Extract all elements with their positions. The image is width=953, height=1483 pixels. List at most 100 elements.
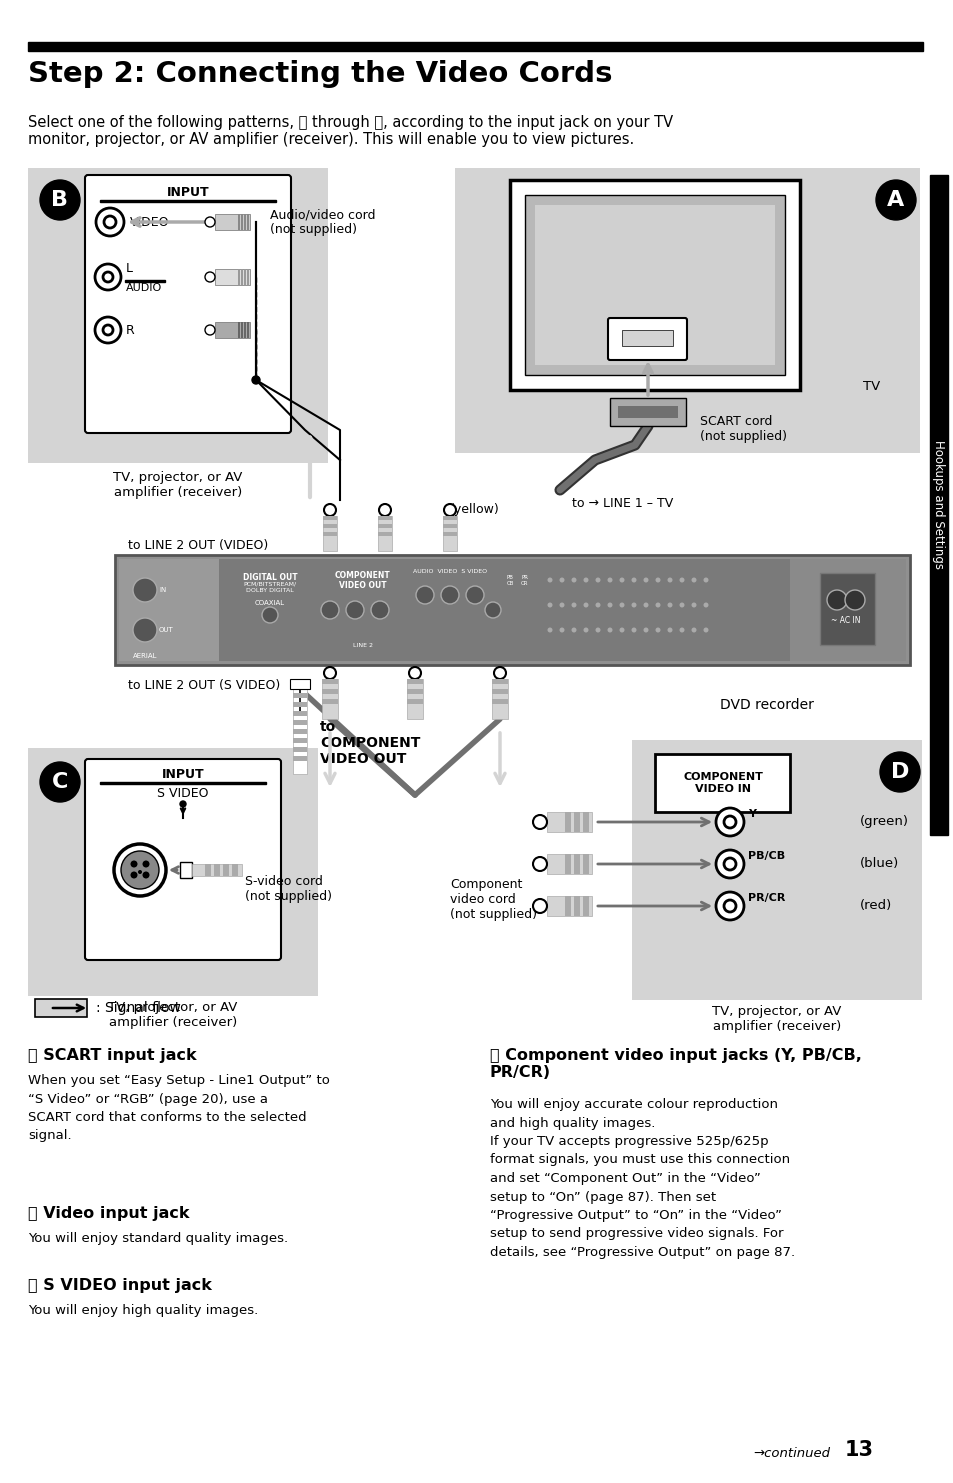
Text: PB/CB: PB/CB [747,851,784,862]
Circle shape [547,627,552,633]
Bar [290,679,310,690]
Bar [492,690,507,694]
Text: 13: 13 [844,1440,873,1459]
Text: Ⓐ SCART input jack: Ⓐ SCART input jack [28,1048,196,1063]
Bar [492,698,507,704]
Text: B: B [51,190,69,211]
Text: Select one of the following patterns, Ⓐ through ⓓ, according to the input jack o: Select one of the following patterns, Ⓐ … [28,116,673,147]
Bar [631,740,921,1000]
Circle shape [571,627,576,633]
Circle shape [723,816,735,828]
Circle shape [826,590,846,610]
Text: PR/CR: PR/CR [747,893,784,903]
Circle shape [702,602,708,608]
Bar [323,532,336,535]
Bar [546,854,592,873]
Text: IN: IN [159,587,166,593]
Circle shape [607,602,612,608]
Bar [232,865,237,876]
Circle shape [655,577,659,583]
Bar [100,782,266,783]
Circle shape [378,504,391,516]
Text: AUDIO  VIDEO  S VIDEO: AUDIO VIDEO S VIDEO [413,569,487,574]
Bar [205,865,211,876]
Bar [323,516,336,552]
Bar [546,813,592,832]
Text: AUDIO: AUDIO [126,283,162,294]
Circle shape [631,627,636,633]
Circle shape [132,578,157,602]
Bar [293,690,307,774]
Text: S-video cord
(not supplied): S-video cord (not supplied) [245,875,332,903]
Text: OUT: OUT [159,627,173,633]
Bar [407,679,422,684]
Circle shape [558,602,564,608]
Bar [100,200,275,202]
Circle shape [96,208,124,236]
Text: : Signal flow: : Signal flow [96,1001,181,1014]
Circle shape [142,872,150,878]
Circle shape [679,577,684,583]
Bar [237,214,240,230]
Circle shape [131,872,137,878]
Bar [115,555,909,664]
Bar [492,679,507,719]
Text: You will enjoy accurate colour reproduction
and high quality images.
If your TV : You will enjoy accurate colour reproduct… [490,1097,794,1259]
Circle shape [583,602,588,608]
Text: Step 2: Connecting the Video Cords: Step 2: Connecting the Video Cords [28,59,612,87]
Text: Ⓒ S VIDEO input jack: Ⓒ S VIDEO input jack [28,1278,212,1293]
Bar [574,896,579,916]
Text: (red): (red) [859,900,891,912]
Circle shape [618,577,624,583]
Circle shape [465,586,483,604]
Bar [35,1000,87,1017]
Text: When you set “Easy Setup - Line1 Output” to
“S Video” or “RGB” (page 20), use a
: When you set “Easy Setup - Line1 Output”… [28,1074,330,1142]
Bar [322,690,337,694]
Bar [582,813,588,832]
Circle shape [324,667,335,679]
Text: TV, projector, or AV
amplifier (receiver): TV, projector, or AV amplifier (receiver… [109,1001,237,1029]
Bar [564,896,571,916]
Text: Hookups and Settings: Hookups and Settings [931,440,944,569]
Circle shape [618,627,624,633]
Bar [582,896,588,916]
Text: (green): (green) [476,644,522,657]
Text: DIGITAL OUT: DIGITAL OUT [242,572,297,581]
Bar [574,854,579,873]
Bar [293,739,307,743]
Bar [609,397,685,426]
Text: AERIAL: AERIAL [132,653,157,658]
Circle shape [95,317,121,343]
Bar [655,753,789,813]
Bar [214,268,250,285]
Text: S VIDEO: S VIDEO [157,787,209,799]
Bar [244,322,246,338]
Circle shape [104,217,116,228]
Circle shape [494,667,505,679]
Bar [214,322,250,338]
Bar [564,813,571,832]
Circle shape [262,607,277,623]
Circle shape [844,590,864,610]
Bar [492,679,507,684]
Circle shape [691,577,696,583]
Circle shape [443,504,456,516]
Text: COAXIAL: COAXIAL [254,601,285,607]
Circle shape [533,816,546,829]
Bar [323,516,336,521]
Circle shape [583,627,588,633]
Circle shape [583,577,588,583]
Circle shape [595,602,599,608]
Circle shape [103,271,112,282]
Bar [293,756,307,761]
Bar [119,559,219,661]
Text: PR
CR: PR CR [520,575,528,586]
Circle shape [440,586,458,604]
Circle shape [371,601,389,618]
Circle shape [716,850,743,878]
Circle shape [558,627,564,633]
Bar [247,322,249,338]
Bar [213,865,220,876]
Bar [192,865,242,876]
Text: (red): (red) [314,644,345,657]
